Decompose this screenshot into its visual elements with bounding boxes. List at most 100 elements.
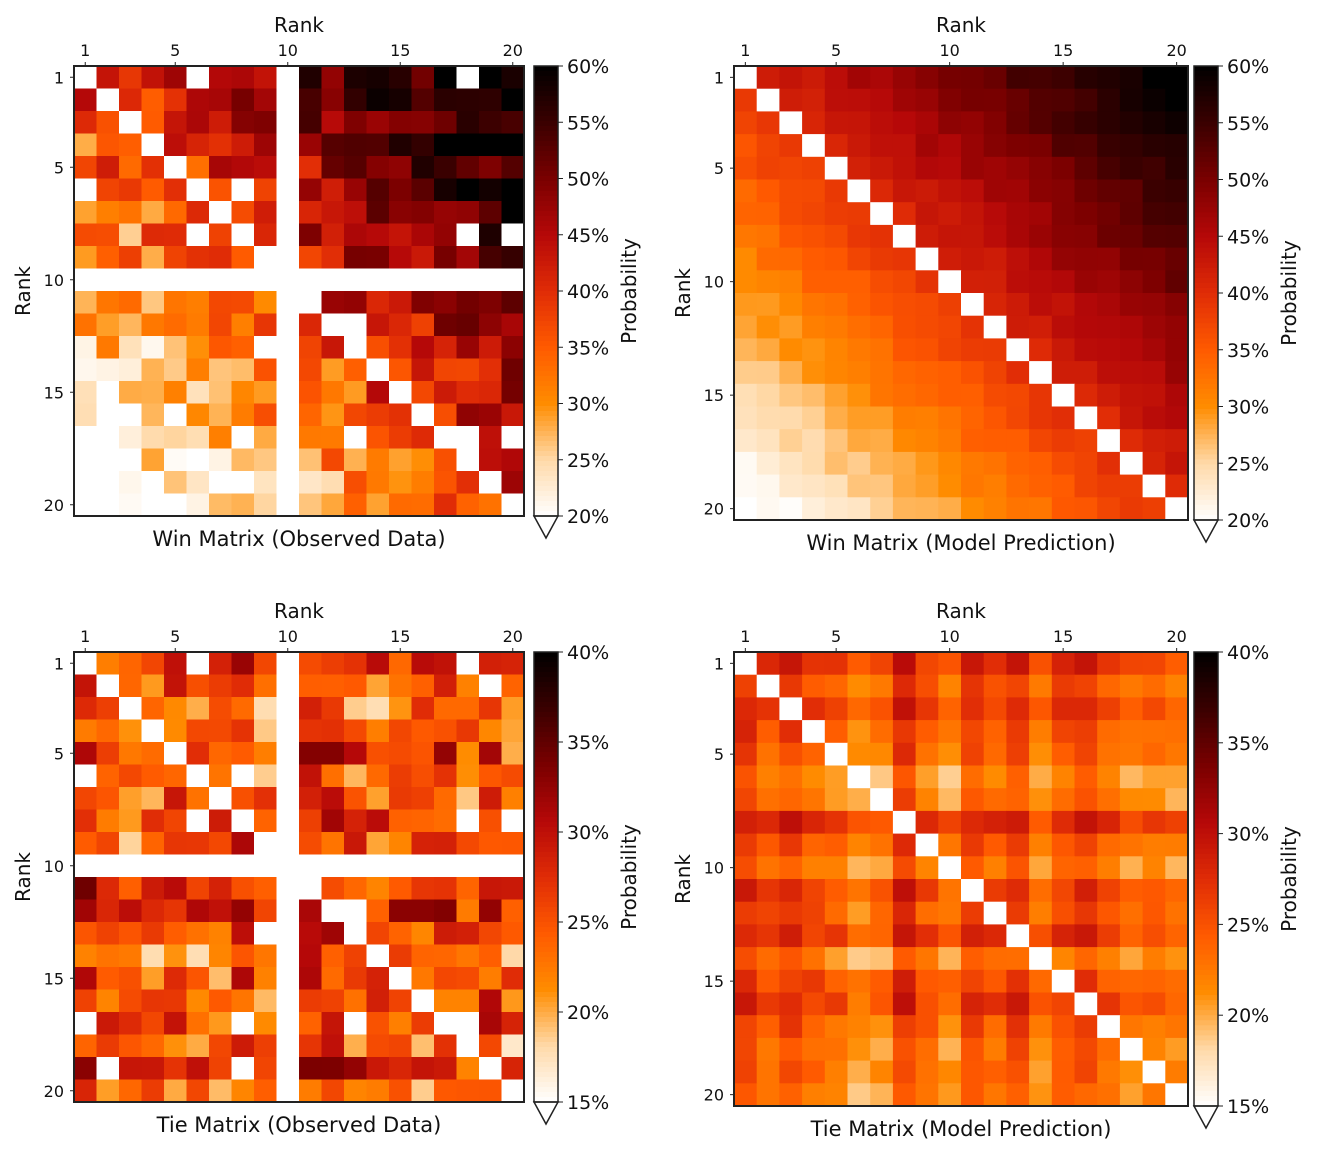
heatmap-cell [779,202,803,226]
heatmap-cell [915,1037,939,1062]
heatmap-cell [1006,88,1030,112]
heatmap-cell [1051,856,1076,880]
heatmap-cell [456,944,480,968]
heatmap-cell [847,383,871,408]
heatmap-cell [366,291,390,315]
heatmap-cell [456,88,480,112]
heatmap-cell [892,293,917,317]
heatmap-cell [961,361,985,385]
heatmap-cell [299,742,323,766]
heatmap-cell [119,1079,143,1103]
colorbar-tick-label: 40% [1227,642,1269,664]
heatmap-cell [186,854,210,878]
heatmap-cell [186,381,210,405]
heatmap-cell [892,765,917,789]
heatmap-cell [1165,765,1189,789]
heatmap-cell [344,989,368,1013]
colorbar-segment [1194,858,1218,865]
heatmap-cell [1074,247,1098,271]
heatmap-cell [456,313,480,337]
heatmap-cell [389,111,413,135]
colorbar-segment [1194,1085,1218,1092]
colorbar-segment [1194,298,1218,304]
heatmap-cell [141,471,165,495]
colorbar-segment [534,782,558,788]
heatmap-cell [164,922,188,946]
heatmap-cell [344,291,368,315]
heatmap-cell [1142,270,1166,294]
heatmap-cell [1097,879,1121,903]
heatmap-cell [802,833,826,857]
heatmap-cell [779,1037,803,1062]
heatmap-cell [824,315,849,339]
heatmap-cell [479,88,503,112]
heatmap-cell [389,291,413,315]
heatmap-cell [892,134,917,158]
heatmap-cell [231,246,255,270]
heatmap-cell [892,833,917,857]
heatmap-cell [299,111,323,135]
heatmap-cell [983,652,1007,676]
heatmap-cell [756,247,780,271]
colorbar-segment [534,832,558,838]
heatmap-cell [119,652,143,676]
heatmap-cell [299,1034,323,1058]
heatmap-cell [411,652,435,676]
heatmap-cell [779,992,803,1016]
colorbar-segment [534,221,558,227]
heatmap-cell [411,426,435,450]
heatmap-cell [847,833,871,857]
heatmap-cell [961,720,985,744]
heatmap-cell [938,293,962,317]
colorbar-segment [534,737,558,743]
heatmap-cell [983,969,1007,994]
heatmap-cell [1006,134,1030,158]
heatmap-cell [802,66,826,90]
colorbar-segment [534,96,558,102]
heatmap-cell [1074,924,1098,948]
heatmap-cell [1165,788,1189,812]
heatmap-cell [276,832,300,856]
heatmap-cell [254,764,278,788]
colorbar-segment [534,251,558,257]
heatmap-cell [938,202,962,226]
heatmap-cell [411,944,435,968]
heatmap-cell [479,381,503,405]
heatmap-cell [96,358,120,382]
heatmap-cell [1029,338,1053,362]
heatmap-cell [938,474,962,498]
colorbar-extend-arrow [532,1101,560,1126]
heatmap-cell [915,270,939,294]
heatmap-cell [1051,315,1076,339]
heatmap-cell [501,764,525,788]
heatmap-cell [983,901,1007,925]
heatmap-cell [74,1057,98,1081]
heatmap-cell [344,426,368,450]
heatmap-cell [983,674,1007,698]
colorbar-segment [534,266,558,272]
heatmap-cell [344,493,368,517]
heatmap-cell [231,1057,255,1081]
heatmap-cell [389,922,413,946]
colorbar-segment [1194,798,1218,804]
heatmap-cell [209,922,233,946]
heatmap-cell [802,674,826,698]
heatmap-cell [141,358,165,382]
heatmap-cell [779,315,803,339]
heatmap-cell [389,493,413,517]
heatmap-cell [209,381,233,405]
colorbar-segment [1194,803,1218,809]
heatmap-cell [434,877,458,901]
heatmap-cell [434,854,458,878]
heatmap-cell [915,788,939,812]
heatmap-cell [119,336,143,360]
heatmap-cell [74,201,98,225]
heatmap-cell [276,989,300,1013]
heatmap-cell [299,156,323,180]
colorbar-segment [534,797,558,803]
heatmap-cell [344,899,368,923]
heatmap-cell [756,497,780,521]
heatmap-cell [892,202,917,226]
heatmap-cell [254,133,278,157]
heatmap-cell [1029,361,1053,385]
